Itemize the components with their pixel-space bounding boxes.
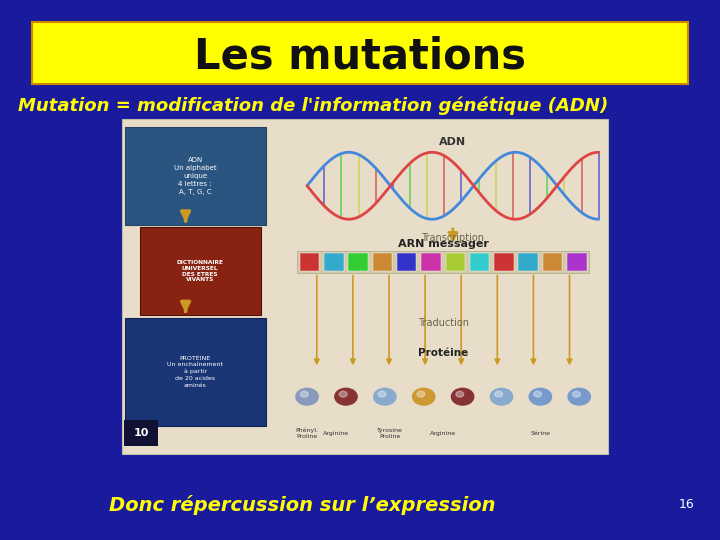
Text: Sérine: Sérine (531, 431, 550, 436)
Circle shape (378, 392, 386, 397)
Text: ADN: ADN (439, 137, 467, 147)
Text: PROTÉINE
Un enchaînement
à partir
de 20 acides
aminés: PROTÉINE Un enchaînement à partir de 20 … (167, 355, 223, 388)
FancyBboxPatch shape (567, 253, 587, 271)
FancyBboxPatch shape (125, 127, 266, 225)
Text: 10: 10 (133, 428, 148, 438)
Text: Phényl.
Proline: Phényl. Proline (296, 428, 318, 439)
Text: Mutation = modification de l'information génétique (ADN): Mutation = modification de l'information… (18, 96, 608, 114)
Circle shape (534, 392, 541, 397)
Text: Les mutations: Les mutations (194, 36, 526, 78)
Circle shape (451, 388, 474, 405)
Circle shape (495, 392, 503, 397)
Circle shape (335, 388, 357, 405)
Circle shape (413, 388, 435, 405)
Text: Tyrosine
Proline: Tyrosine Proline (377, 428, 402, 439)
Circle shape (568, 388, 590, 405)
Text: Transcription: Transcription (421, 233, 485, 242)
Circle shape (339, 392, 347, 397)
FancyBboxPatch shape (397, 253, 416, 271)
FancyBboxPatch shape (125, 318, 266, 426)
FancyBboxPatch shape (494, 253, 513, 271)
FancyBboxPatch shape (543, 253, 562, 271)
FancyBboxPatch shape (518, 253, 538, 271)
FancyBboxPatch shape (297, 251, 589, 273)
FancyBboxPatch shape (446, 253, 465, 271)
Text: ADN
Un alphabet
unique
4 lettres :
A, T, G, C: ADN Un alphabet unique 4 lettres : A, T,… (174, 157, 217, 195)
FancyBboxPatch shape (324, 253, 343, 271)
Circle shape (456, 392, 464, 397)
FancyBboxPatch shape (470, 253, 490, 271)
Circle shape (417, 392, 425, 397)
Text: Protéine: Protéine (418, 348, 468, 358)
Text: Traduction: Traduction (418, 318, 469, 328)
FancyBboxPatch shape (122, 119, 608, 454)
Circle shape (572, 392, 580, 397)
Circle shape (490, 388, 513, 405)
Text: Arginine: Arginine (323, 431, 349, 436)
FancyBboxPatch shape (300, 253, 319, 271)
FancyBboxPatch shape (32, 22, 688, 84)
Circle shape (374, 388, 396, 405)
Circle shape (300, 392, 308, 397)
Circle shape (529, 388, 552, 405)
Text: Arginine: Arginine (430, 431, 456, 436)
FancyBboxPatch shape (124, 420, 158, 446)
Circle shape (296, 388, 318, 405)
Text: DICTIONNAIRE
UNIVERSEL
DES ETRES
VIVANTS: DICTIONNAIRE UNIVERSEL DES ETRES VIVANTS (176, 260, 224, 282)
FancyBboxPatch shape (421, 253, 441, 271)
FancyBboxPatch shape (348, 253, 368, 271)
Text: ARN messager: ARN messager (397, 239, 489, 249)
Text: Donc répercussion sur l’expression: Donc répercussion sur l’expression (109, 495, 495, 515)
FancyBboxPatch shape (373, 253, 392, 271)
FancyBboxPatch shape (140, 227, 261, 315)
Text: 16: 16 (679, 498, 695, 511)
